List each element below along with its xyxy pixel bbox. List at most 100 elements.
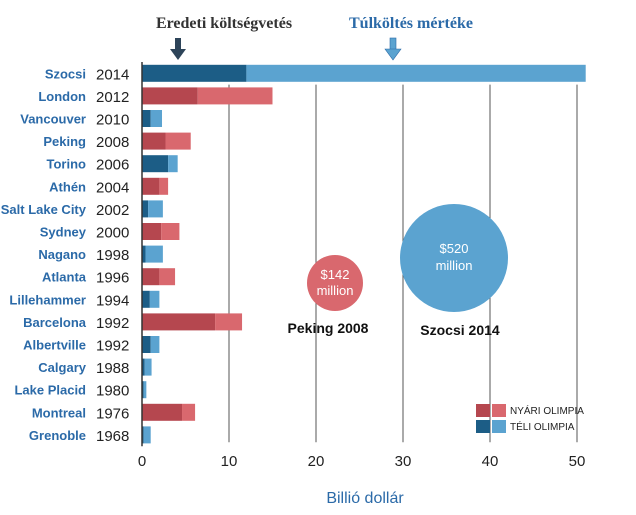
bar-overrun — [159, 268, 176, 286]
city-label: Lillehammer — [9, 292, 86, 307]
overrun-header: Túlköltés mértéke — [349, 15, 473, 32]
bar-original — [142, 64, 247, 82]
legend-summer-label: NYÁRI OLIMPIA — [510, 404, 584, 417]
bar-original — [142, 290, 150, 308]
bar-original — [142, 336, 151, 353]
bar-original — [142, 426, 144, 444]
year-label: 1998 — [96, 247, 129, 264]
city-label: Athén — [49, 179, 86, 194]
bar-original — [142, 110, 151, 127]
x-tick-label: 20 — [308, 453, 325, 470]
city-label: Barcelona — [23, 315, 87, 330]
szocsi-bubble-circle — [400, 204, 508, 312]
x-tick-label: 30 — [395, 453, 412, 470]
year-label: 2014 — [96, 66, 129, 83]
city-label: Peking — [43, 134, 86, 149]
year-label: 1988 — [96, 360, 129, 377]
x-axis-label: Billió dollár — [326, 490, 404, 507]
bar-original — [142, 177, 160, 195]
bar-original — [142, 200, 149, 218]
city-label: Salt Lake City — [1, 202, 87, 217]
original-cost-arrow-icon — [170, 38, 186, 60]
bar-overrun — [150, 110, 163, 127]
year-label: 2000 — [96, 225, 129, 242]
city-label: Albertville — [23, 338, 86, 353]
x-tick-label: 0 — [138, 453, 146, 470]
year-label: 2012 — [96, 89, 129, 106]
city-label: Lake Placid — [14, 383, 86, 398]
bar-overrun — [143, 426, 151, 444]
x-axis: 0 10 20 30 40 50 — [138, 62, 586, 470]
legend-summer-original-swatch — [476, 404, 490, 417]
bar-original — [142, 132, 166, 150]
city-label: Calgary — [38, 360, 86, 375]
x-tick-label: 10 — [221, 453, 238, 470]
year-label: 1994 — [96, 292, 129, 309]
bar-overrun — [215, 313, 243, 331]
bar-original — [142, 358, 145, 376]
year-label: 1980 — [96, 383, 129, 400]
szocsi-bubble-unit: million — [436, 258, 473, 273]
bar-overrun — [246, 64, 586, 82]
city-label: Torino — [47, 157, 87, 172]
bar-overrun — [165, 132, 191, 150]
bar-overrun — [168, 155, 178, 173]
bar-original — [142, 245, 146, 263]
bar-original — [142, 87, 198, 105]
year-label: 1992 — [96, 338, 129, 355]
year-label: 1976 — [96, 405, 129, 422]
bar-original — [142, 403, 183, 421]
city-label: Vancouver — [20, 112, 86, 127]
bar-original — [142, 155, 169, 173]
year-label: 2006 — [96, 157, 129, 174]
overrun-arrow-icon — [384, 37, 402, 61]
original-cost-header: Eredeti költségvetés — [156, 15, 292, 32]
year-label: 2002 — [96, 202, 129, 219]
bar-original — [142, 381, 144, 399]
legend-winter-label: TÉLI OLIMPIA — [510, 420, 575, 433]
legend-winter-overrun-swatch — [492, 420, 506, 433]
city-label: Szocsi — [45, 66, 86, 81]
city-label: Sydney — [40, 225, 87, 240]
peking-bubble: $142 million Peking 2008 — [288, 255, 369, 336]
year-label: 1996 — [96, 270, 129, 287]
szocsi-bubble-value: $520 — [440, 241, 469, 256]
city-label: London — [38, 89, 86, 104]
year-label: 1968 — [96, 428, 129, 445]
bar-overrun — [161, 223, 180, 240]
city-label: Grenoble — [29, 428, 86, 443]
year-label: 2010 — [96, 112, 129, 129]
bar-original — [142, 313, 216, 331]
year-label: 2004 — [96, 179, 129, 196]
bars — [142, 64, 586, 444]
bar-overrun — [150, 336, 160, 353]
bar-overrun — [182, 403, 196, 421]
bar-overrun — [149, 290, 160, 308]
year-label: 1992 — [96, 315, 129, 332]
city-label: Montreal — [32, 405, 86, 420]
bar-overrun — [197, 87, 273, 105]
bar-original — [142, 268, 160, 286]
x-tick-label: 40 — [482, 453, 499, 470]
szocsi-bubble-caption: Szocsi 2014 — [420, 322, 500, 338]
bar-overrun — [144, 358, 152, 376]
bar-overrun — [145, 245, 163, 263]
row-labels: Szocsi 2014 London 2012 Vancouver 2010 Peking 2… — [1, 66, 130, 445]
year-label: 2008 — [96, 134, 129, 151]
peking-bubble-caption: Peking 2008 — [288, 320, 369, 336]
x-tick-label: 50 — [569, 453, 586, 470]
city-label: Nagano — [38, 247, 86, 262]
bar-overrun — [159, 177, 169, 195]
legend: NYÁRI OLIMPIA TÉLI OLIMPIA — [476, 404, 584, 433]
peking-bubble-unit: million — [317, 283, 354, 298]
bar-overrun — [143, 381, 147, 399]
legend-winter-original-swatch — [476, 420, 490, 433]
szocsi-bubble: $520 million Szocsi 2014 — [400, 204, 508, 338]
bar-overrun — [148, 200, 163, 218]
city-label: Atlanta — [42, 270, 87, 285]
bar-original — [142, 223, 162, 240]
peking-bubble-circle — [307, 255, 363, 311]
peking-bubble-value: $142 — [321, 267, 350, 282]
legend-summer-overrun-swatch — [492, 404, 506, 417]
